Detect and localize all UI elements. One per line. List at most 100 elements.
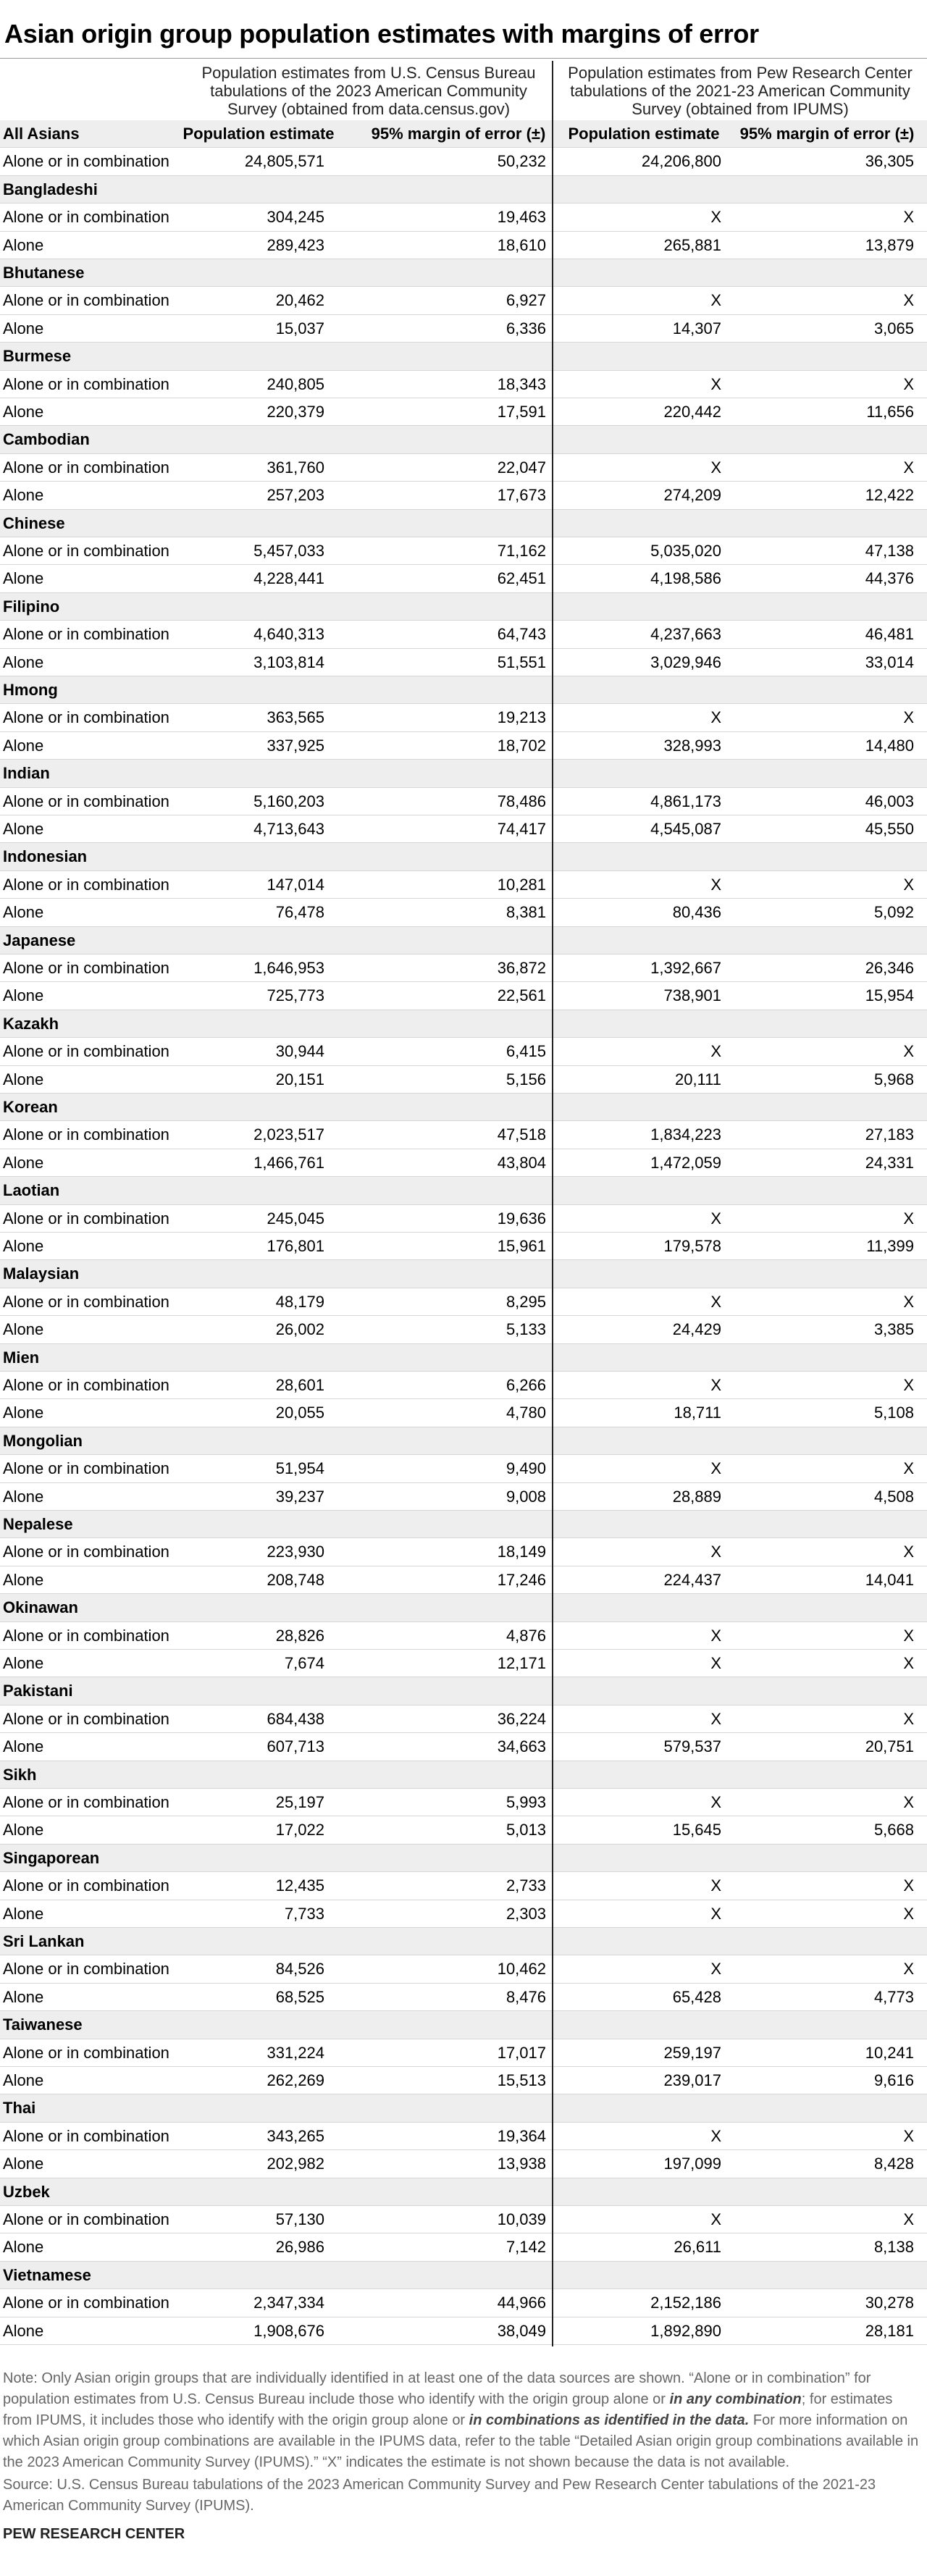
cell-value: 14,041 xyxy=(865,1570,914,1589)
cell-value: 5,457,033 xyxy=(253,542,324,560)
cell-value: 4,228,441 xyxy=(253,569,324,588)
row-label: Alone xyxy=(3,235,44,254)
cell-value: 4,237,663 xyxy=(650,625,721,644)
cell-value: 62,451 xyxy=(497,569,546,588)
group-header-row: Kazakh xyxy=(0,1010,927,1039)
row-label: Alone xyxy=(3,1904,44,1923)
row-label: Alone xyxy=(3,403,44,421)
column-header: 95% margin of error (±) xyxy=(371,125,546,143)
cell-value: 24,206,800 xyxy=(641,152,721,171)
cell-value: 328,993 xyxy=(663,736,721,755)
cell-value: X xyxy=(710,1793,721,1811)
cell-value: 38,049 xyxy=(497,2321,546,2340)
cell-value: 15,037 xyxy=(275,319,324,337)
cell-value: X xyxy=(903,875,914,894)
cell-value: 28,601 xyxy=(275,1376,324,1394)
note-text: Note: Only Asian origin groups that are … xyxy=(3,2370,871,2407)
group-header-row: Indian xyxy=(0,760,927,788)
cell-value: 3,103,814 xyxy=(253,653,324,671)
cell-value: 33,014 xyxy=(865,653,914,671)
cell-value: X xyxy=(710,2210,721,2228)
group-name: Burmese xyxy=(3,347,72,366)
data-row: Alone 1,466,761 43,804 1,472,059 24,331 xyxy=(0,1149,927,1178)
group-header-row: Bangladeshi xyxy=(0,175,927,204)
cell-value: 34,663 xyxy=(497,1737,546,1756)
data-row: Alone or in combination 5,160,203 78,486 4,… xyxy=(0,788,927,815)
cell-value: 30,944 xyxy=(275,1042,324,1061)
data-row: Alone or in combination 343,265 19,364 X X xyxy=(0,2123,927,2151)
cell-value: 208,748 xyxy=(267,1570,324,1589)
row-label: Alone or in combination xyxy=(3,2210,169,2228)
cell-value: X xyxy=(710,1292,721,1311)
group-header-row: Japanese xyxy=(0,926,927,955)
row-label: Alone xyxy=(3,2238,44,2257)
group-header-row: Chinese xyxy=(0,509,927,537)
cell-value: X xyxy=(903,1793,914,1811)
row-label: Alone xyxy=(3,820,44,838)
cell-value: 27,183 xyxy=(865,1125,914,1144)
group-name: Kazakh xyxy=(3,1014,59,1033)
cell-value: 738,901 xyxy=(663,986,721,1005)
cell-value: 257,203 xyxy=(267,486,324,505)
row-label: Alone xyxy=(3,1737,44,1756)
cell-value: X xyxy=(710,1459,721,1478)
cell-value: 74,417 xyxy=(497,820,546,838)
cell-value: 361,760 xyxy=(267,458,324,477)
data-row: Alone 7,733 2,303 X X xyxy=(0,1900,927,1928)
note-emphasis: in any combination xyxy=(669,2391,802,2407)
cell-value: 4,508 xyxy=(873,1487,914,1506)
cell-value: 12,435 xyxy=(275,1876,324,1895)
cell-value: 17,017 xyxy=(497,2043,546,2062)
group-name: Nepalese xyxy=(3,1515,73,1533)
cell-value: 2,152,186 xyxy=(650,2294,721,2312)
data-row: Alone 289,423 18,610 265,881 13,879 xyxy=(0,232,927,259)
cell-value: 224,437 xyxy=(663,1570,721,1589)
data-row: Alone 257,203 17,673 274,209 12,422 xyxy=(0,482,927,510)
cell-value: X xyxy=(710,708,721,727)
cell-value: 22,561 xyxy=(497,986,546,1005)
row-label: Alone or in combination xyxy=(3,1626,169,1645)
cell-value: 684,438 xyxy=(267,1709,324,1728)
cell-value: 36,872 xyxy=(497,959,546,977)
data-row: Alone or in combination 48,179 8,295 X X xyxy=(0,1288,927,1317)
data-row: Alone or in combination 684,438 36,224 X X xyxy=(0,1706,927,1734)
cell-value: 5,160,203 xyxy=(253,792,324,810)
row-label: Alone or in combination xyxy=(3,792,169,810)
cell-value: 1,834,223 xyxy=(650,1125,721,1144)
group-name: Pakistani xyxy=(3,1682,73,1700)
cell-value: 2,733 xyxy=(506,1876,546,1895)
row-label: Alone or in combination xyxy=(3,374,169,393)
group-name: Sikh xyxy=(3,1765,37,1784)
cell-value: 44,966 xyxy=(497,2294,546,2312)
cell-value: 1,646,953 xyxy=(253,959,324,977)
data-row: Alone 1,908,676 38,049 1,892,890 28,181 xyxy=(0,2317,927,2345)
data-row: Alone 202,982 13,938 197,099 8,428 xyxy=(0,2150,927,2178)
cell-value: 197,099 xyxy=(663,2155,721,2173)
data-row: Alone or in combination 51,954 9,490 X X xyxy=(0,1455,927,1483)
cell-value: 20,055 xyxy=(275,1404,324,1422)
cell-value: 18,149 xyxy=(497,1543,546,1561)
cell-value: X xyxy=(903,458,914,477)
source: Source: U.S. Census Bureau tabulations o… xyxy=(3,2477,876,2514)
data-row: Alone 4,228,441 62,451 4,198,586 44,376 xyxy=(0,565,927,593)
cell-value: 1,466,761 xyxy=(253,1153,324,1172)
data-row: Alone or in combination 363,565 19,213 X X xyxy=(0,704,927,732)
cell-value: 14,480 xyxy=(865,736,914,755)
column-header: Population estimate xyxy=(568,125,720,143)
column-group-header: Population estimates from Pew Research C… xyxy=(568,64,913,118)
cell-value: 46,003 xyxy=(865,792,914,810)
cell-value: 30,278 xyxy=(865,2294,914,2312)
group-name: Bangladeshi xyxy=(3,180,98,198)
group-header-row: Sikh xyxy=(0,1761,927,1789)
group-header-row: Hmong xyxy=(0,676,927,705)
row-label: Alone or in combination xyxy=(3,1292,169,1311)
cell-value: 19,636 xyxy=(497,1209,546,1228)
cell-value: 5,013 xyxy=(506,1821,546,1839)
cell-value: 9,616 xyxy=(873,2071,914,2089)
data-row: Alone 337,925 18,702 328,993 14,480 xyxy=(0,732,927,760)
cell-value: 20,111 xyxy=(674,1070,721,1088)
cell-value: 8,295 xyxy=(506,1292,546,1311)
data-row: Alone 220,379 17,591 220,442 11,656 xyxy=(0,398,927,427)
cell-value: 80,436 xyxy=(672,903,721,922)
data-row: Alone or in combination 30,944 6,415 X X xyxy=(0,1038,927,1066)
